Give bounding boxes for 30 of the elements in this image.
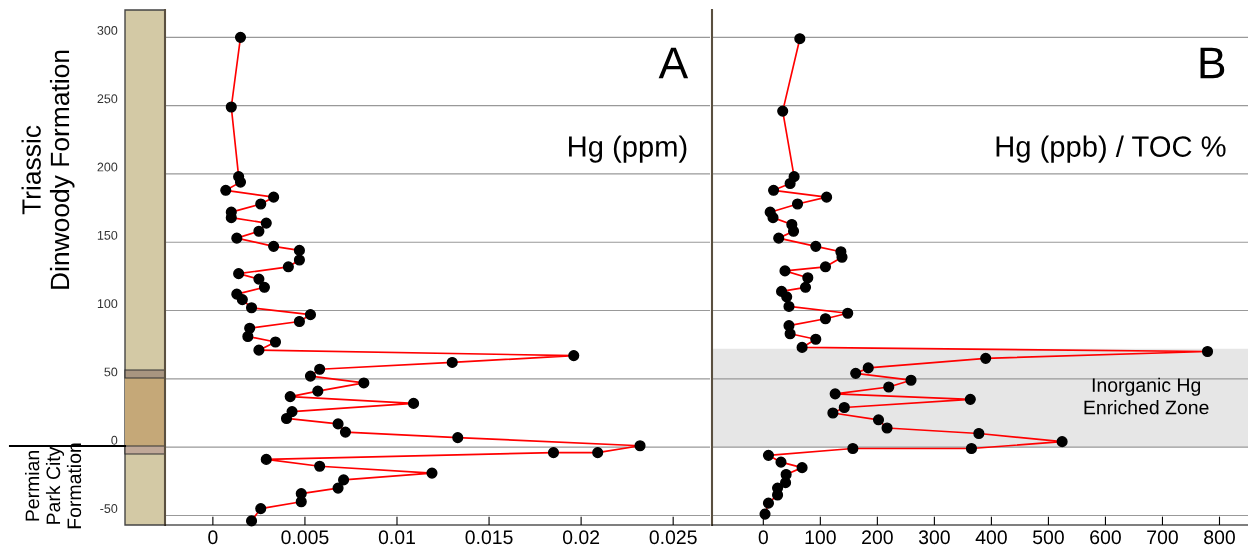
x-tick-label: 0.025 (649, 530, 697, 545)
y-tick-label: 100 (97, 299, 118, 309)
text: B (1200, 47, 1225, 79)
x-tick-label: 700 (1147, 530, 1178, 545)
text: A (658, 47, 689, 79)
x-axis-title: Hg (ppb) / TOC % (996, 135, 1226, 163)
y-tick-label: 200 (97, 162, 118, 172)
y-tick-label: 300 (97, 26, 118, 35)
y-tick-label: -50 (100, 504, 118, 513)
x-axis-title: Hg (ppm) (569, 135, 687, 163)
x-tick-label: 0.01 (378, 530, 415, 545)
x-tick-label: 400 (975, 530, 1007, 545)
text: Permian Park City Formation (24, 443, 82, 529)
text: Triassic Dinwoody Formation (21, 50, 75, 289)
x-tick-label: 300 (918, 530, 950, 545)
x-tick-label: 200 (862, 530, 893, 545)
x-tick-label: 0.02 (562, 530, 600, 545)
x-tick-label: 0.015 (465, 530, 513, 545)
band-label: Inorganic Hg Enriched Zone (1084, 377, 1209, 415)
x-tick-label: 0.005 (281, 530, 329, 545)
x-tick-label: 500 (1032, 530, 1064, 545)
y-tick-label: 250 (97, 94, 118, 104)
x-tick-label: 600 (1090, 530, 1121, 545)
y-tick-label: 0 (111, 435, 118, 445)
x-tick-label: 800 (1204, 530, 1235, 545)
x-tick-label: 100 (805, 530, 836, 545)
y-tick-label: 150 (97, 230, 118, 240)
x-tick-label: 0 (758, 530, 768, 545)
y-tick-label: 50 (104, 367, 118, 377)
x-tick-label: 0 (208, 530, 218, 545)
